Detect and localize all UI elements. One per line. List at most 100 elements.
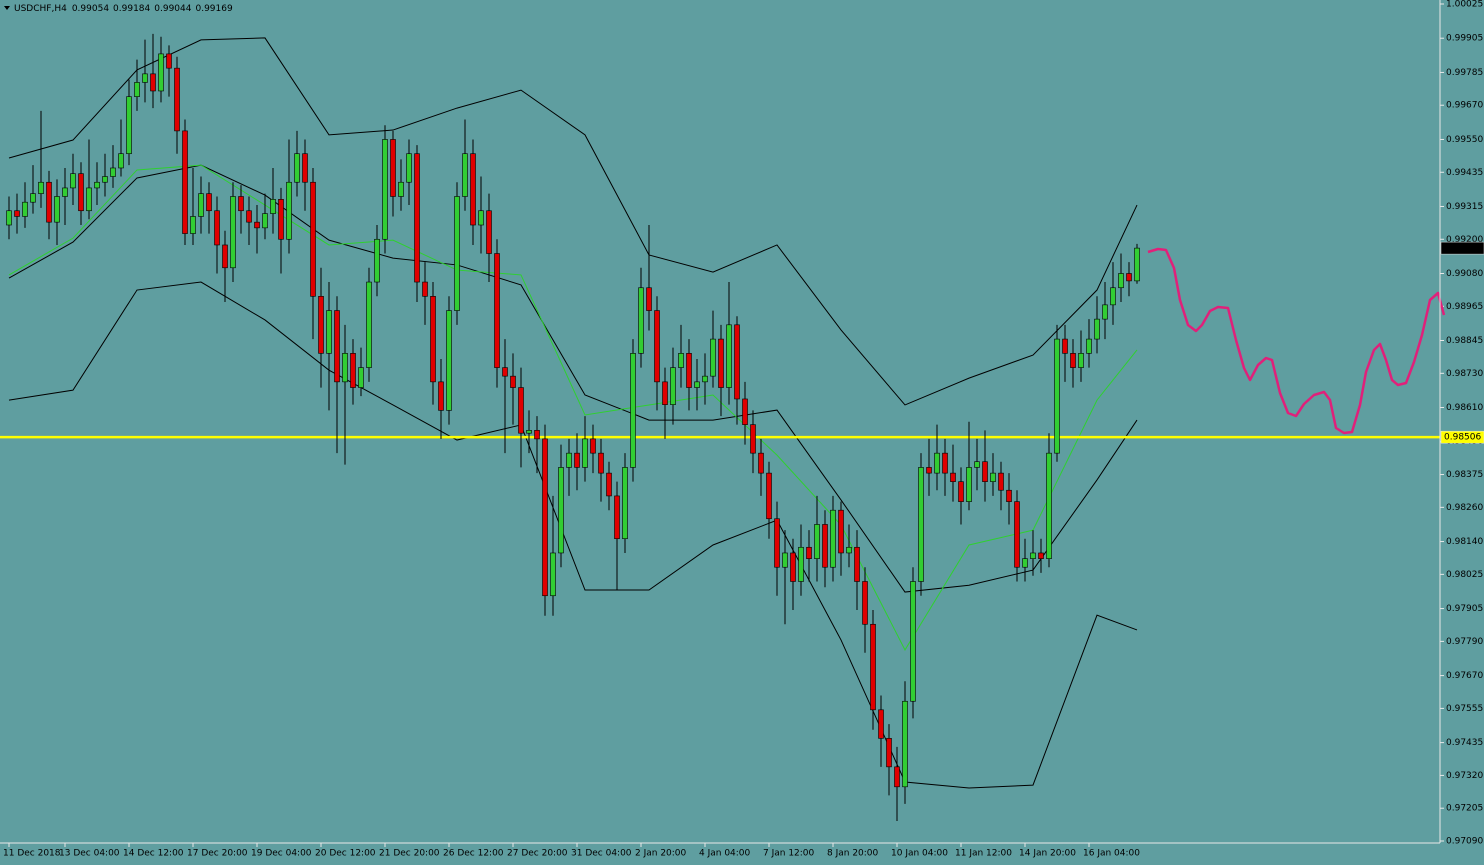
y-tick-label: 0.98375: [1446, 470, 1483, 480]
menu-triangle[interactable]: [4, 6, 10, 10]
candle-body: [790, 552, 796, 582]
candle-body: [1006, 489, 1012, 502]
candle-body: [78, 173, 84, 212]
y-tick-label: 0.99785: [1446, 68, 1483, 78]
candle-body: [630, 353, 636, 468]
candle-body: [854, 546, 860, 582]
candle-body: [206, 193, 212, 212]
candle-body: [70, 173, 76, 189]
candle-body: [182, 130, 188, 234]
x-tick-label: 13 Dec 04:00: [59, 849, 120, 859]
x-tick-label: 11 Dec 2018: [3, 849, 61, 859]
candle-body: [918, 467, 924, 582]
candle-body: [638, 287, 644, 354]
candle-body: [782, 552, 788, 568]
candle-body: [1078, 353, 1084, 368]
candle-body: [502, 367, 508, 377]
candle-body: [358, 367, 364, 388]
y-tick-label: 0.97670: [1446, 671, 1483, 681]
candle-body: [774, 518, 780, 568]
candle-body: [694, 381, 700, 388]
candle-body: [462, 153, 468, 197]
candle-body: [222, 244, 228, 269]
x-tick-label: 16 Jan 04:00: [1083, 849, 1140, 859]
y-tick-label: 0.98845: [1446, 336, 1483, 346]
candle-body: [734, 324, 740, 400]
x-tick-label: 14 Dec 12:00: [123, 849, 184, 859]
candle-body: [438, 381, 444, 411]
candle-body: [1038, 552, 1044, 559]
candle-body: [1054, 338, 1060, 454]
indicator-line: [8, 281, 1138, 789]
candle-body: [766, 472, 772, 520]
x-tick-label: 26 Dec 12:00: [443, 849, 504, 859]
candle-body: [126, 96, 132, 155]
y-tick-label: 0.99905: [1446, 34, 1483, 44]
x-tick-label: 27 Dec 20:00: [507, 849, 568, 859]
candle-body: [798, 546, 804, 582]
candle-body: [270, 199, 276, 214]
candle-body: [414, 153, 420, 283]
candle-body: [454, 196, 460, 311]
indicator-line: [8, 37, 1138, 406]
candle-body: [1118, 273, 1124, 289]
candle-body: [158, 53, 164, 92]
candle-body: [406, 153, 412, 183]
y-tick-label: 0.97435: [1446, 738, 1483, 748]
y-tick-label: 1.00025: [1446, 0, 1483, 9]
y-tick-label: 0.99200: [1446, 235, 1483, 245]
candle-body: [134, 82, 140, 97]
candle-body: [894, 766, 900, 788]
candle-body: [478, 210, 484, 226]
candle-body: [982, 461, 988, 482]
y-tick-label: 0.99550: [1446, 135, 1483, 145]
candle-body: [950, 472, 956, 482]
indicator-layer: [0, 37, 1440, 789]
candle-body: [1046, 452, 1052, 559]
candle-body: [486, 210, 492, 254]
y-tick-label: 0.97555: [1446, 704, 1483, 714]
label-layer: 1.00025 0.99905 0.99785 0.99670 0.99550 0.994…: [3, 0, 1484, 859]
candle-body: [542, 438, 548, 597]
candle-body: [870, 623, 876, 711]
candle-body: [422, 281, 428, 297]
candle-body: [150, 73, 156, 92]
x-tick-label: 7 Jan 12:00: [763, 849, 815, 859]
y-tick-label: 0.97205: [1446, 804, 1483, 814]
chart-header: USDCHF,H4 0.99054 0.99184 0.99044 0.99169: [14, 4, 233, 14]
candle-body: [606, 472, 612, 497]
candle-body: [726, 324, 732, 388]
candle-body: [806, 546, 812, 559]
y-tick-label: 0.99315: [1446, 202, 1483, 212]
candle-body: [518, 387, 524, 434]
candle-body: [910, 581, 916, 702]
candle-body: [990, 472, 996, 482]
candle-body: [926, 467, 932, 474]
candle-body: [94, 181, 100, 189]
y-tick-label: 0.98730: [1446, 369, 1483, 379]
candle-body: [534, 430, 540, 440]
low-value: 0.99044: [154, 4, 191, 14]
candle-body: [366, 281, 372, 368]
x-tick-label: 21 Dec 20:00: [379, 849, 440, 859]
candle-body: [838, 509, 844, 554]
candle-layer: [6, 33, 1140, 822]
candle-body: [30, 193, 36, 203]
level-label: 0.98506: [1444, 433, 1481, 443]
candle-body: [830, 509, 836, 568]
candle-body: [334, 310, 340, 383]
y-tick-label: 0.98610: [1446, 403, 1483, 413]
y-tick-label: 0.99435: [1446, 168, 1483, 178]
candle-body: [1102, 304, 1108, 320]
candle-body: [958, 481, 964, 502]
candle-body: [310, 181, 316, 297]
candle-body: [654, 310, 660, 383]
y-tick-label: 0.99080: [1446, 269, 1483, 279]
candle-body: [470, 153, 476, 226]
x-tick-label: 4 Jan 04:00: [699, 849, 751, 859]
current-price-label-box: [1440, 241, 1484, 255]
candle-body: [646, 287, 652, 311]
candle-body: [814, 524, 820, 559]
